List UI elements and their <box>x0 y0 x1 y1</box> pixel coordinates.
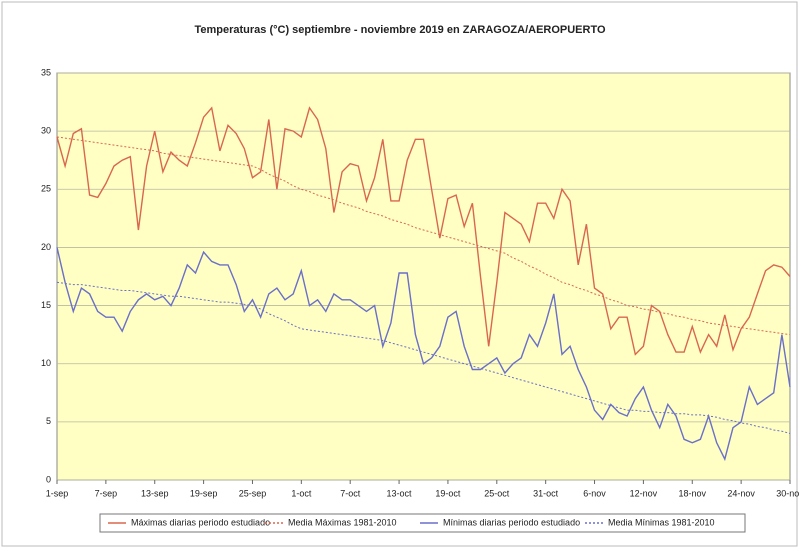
y-tick-label: 5 <box>46 416 51 426</box>
y-tick-label: 20 <box>41 242 51 252</box>
y-tick-label: 15 <box>41 300 51 310</box>
x-tick-label: 19-sep <box>190 488 218 498</box>
y-tick-label: 25 <box>41 184 51 194</box>
y-tick-label: 30 <box>41 126 51 136</box>
x-tick-label: 12-nov <box>630 488 658 498</box>
series-line <box>56 136 791 336</box>
x-tick-label: 13-oct <box>387 488 413 498</box>
x-tick-label: 13-sep <box>141 488 169 498</box>
x-tick-label: 7-sep <box>95 488 118 498</box>
y-tick-label: 10 <box>41 358 51 368</box>
x-tick-label: 1-sep <box>46 488 69 498</box>
x-tick-label: 1-oct <box>291 488 312 498</box>
x-tick-label: 24-nov <box>727 488 755 498</box>
x-tick-label: 19-oct <box>435 488 461 498</box>
legend-label: Media Mínimas 1981-2010 <box>608 517 715 527</box>
series-line <box>56 281 791 434</box>
x-tick-label: 25-sep <box>239 488 267 498</box>
chart-title: Temperaturas (°C) septiembre - noviembre… <box>194 24 606 36</box>
series-line <box>56 106 791 356</box>
legend-label: Máximas diarias periodo estudiado <box>131 517 270 527</box>
series-line <box>56 247 791 462</box>
legend-label: Mínimas diarias periodo estudiado <box>443 517 580 527</box>
plot-area <box>56 72 791 481</box>
x-tick-label: 31-oct <box>533 488 559 498</box>
legend-label: Media Máximas 1981-2010 <box>288 517 397 527</box>
y-tick-label: 35 <box>41 67 51 77</box>
y-tick-label: 0 <box>46 474 51 484</box>
x-tick-label: 25-oct <box>484 488 510 498</box>
x-tick-label: 6-nov <box>583 488 606 498</box>
x-tick-label: 30-nov <box>776 488 799 498</box>
x-tick-label: 18-nov <box>679 488 707 498</box>
x-tick-label: 7-oct <box>340 488 361 498</box>
